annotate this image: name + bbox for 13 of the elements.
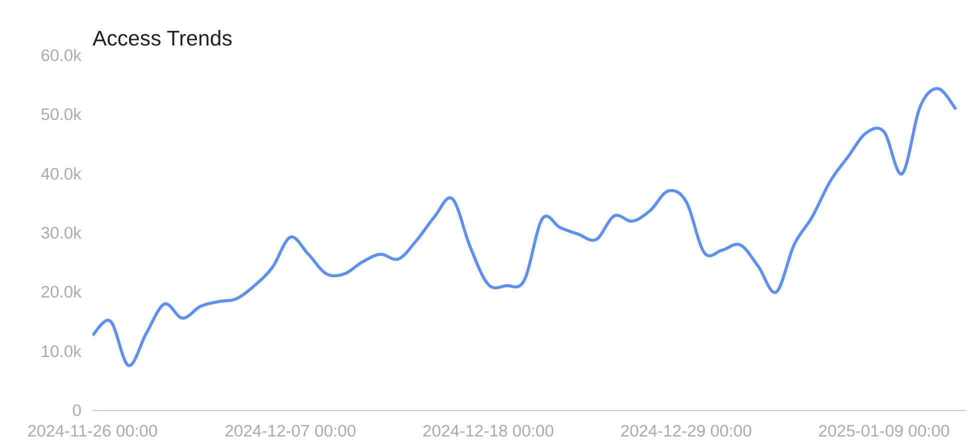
x-tick-label: 2025-01-09 00:00 — [818, 422, 950, 440]
y-tick-label: 0 — [72, 401, 82, 420]
y-tick-label: 30.0k — [40, 224, 82, 242]
x-tick-label: 2024-12-18 00:00 — [422, 422, 554, 440]
y-tick-label: 40.0k — [40, 164, 82, 184]
y-tick-label: 20.0k — [40, 282, 82, 302]
y-tick-label: 60.0k — [40, 46, 82, 65]
x-tick-label: 2024-11-26 00:00 — [27, 422, 158, 440]
x-tick-label: 2024-12-07 00:00 — [224, 422, 356, 440]
chart-title: Access Trends — [92, 26, 232, 50]
x-tick-label: 2024-12-29 00:00 — [620, 422, 752, 440]
y-tick-label: 10.0k — [40, 342, 82, 361]
y-tick-label: 50.0k — [40, 105, 82, 124]
